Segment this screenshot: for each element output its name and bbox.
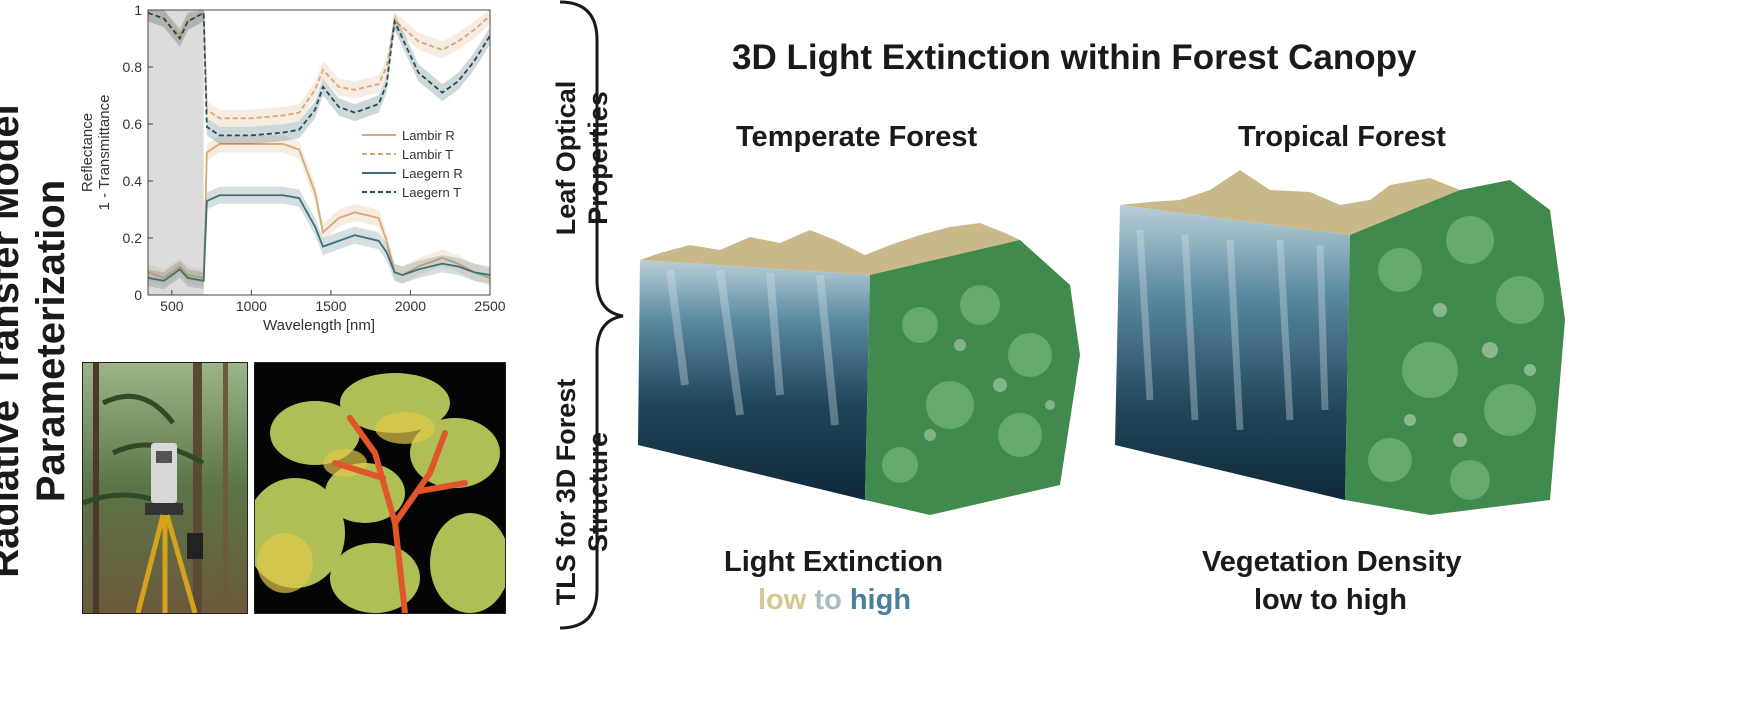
- tree-point-cloud-illustration: [255, 363, 505, 613]
- tls-point-cloud-tree: [254, 362, 506, 614]
- main-title-line-1: Radiative Transfer Model: [0, 104, 27, 578]
- light-extinction-title: Light Extinction: [724, 546, 944, 578]
- series-line-0: [147, 143, 491, 279]
- scale-to-word: to: [814, 584, 842, 616]
- legend-label-1: Lambir T: [402, 147, 453, 162]
- leaf-optical-properties-label: Leaf Optical Properties: [550, 48, 614, 268]
- plot-frame: [147, 9, 491, 296]
- tls-label-line-1: TLS for 3D Forest: [551, 378, 581, 606]
- tls-structure-label: TLS for 3D Forest Structure: [550, 342, 614, 642]
- vegetation-density-scale: low to high: [1254, 584, 1408, 616]
- tls-field-photo: [82, 362, 248, 614]
- grouping-brace: [559, 0, 624, 630]
- spectral-chart: 500 1000 1500 2000 2500 0 0.2 0.4 0.6 0.8 1 Wavelen…: [80, 2, 506, 334]
- scale-low-word: low: [758, 584, 807, 616]
- legend-label-2: Laegern R: [402, 166, 463, 181]
- temperate-canopy-top: [640, 223, 1020, 275]
- light-extinction-scale: low to high: [758, 584, 911, 617]
- y-tick-label-5: 1: [134, 2, 142, 18]
- series-line-3: [147, 11, 491, 137]
- y-tick-label-3: 0.6: [123, 116, 143, 132]
- x-tick-label-2: 1500: [315, 298, 346, 314]
- x-tick-label-0: 500: [160, 298, 184, 314]
- y-axis-label-line-1: 1 - Transmittance: [96, 95, 113, 211]
- leaf-label-line-2: Properties: [583, 91, 613, 225]
- temperate-forest-block: [638, 223, 1080, 515]
- diagram-title: 3D Light Extinction within Forest Canopy: [732, 38, 1417, 77]
- tls-label-line-2: Structure: [583, 431, 613, 553]
- tropical-light-extinction-face: [1115, 205, 1350, 500]
- forest-photo-illustration: [83, 363, 247, 613]
- y-axis-label-line-0: Reflectance: [80, 113, 96, 192]
- legend-label-3: Laegern T: [402, 185, 461, 200]
- tropical-forest-title: Tropical Forest: [1238, 121, 1446, 153]
- x-tick-label-1: 1000: [236, 298, 267, 314]
- y-tick-label-2: 0.4: [123, 173, 143, 189]
- y-tick-label-4: 0.8: [123, 59, 143, 75]
- temperate-light-extinction-face: [638, 260, 870, 500]
- tropical-canopy-top: [1120, 170, 1460, 235]
- temperate-forest-title: Temperate Forest: [736, 121, 978, 153]
- vegetation-density-title: Vegetation Density: [1202, 546, 1462, 578]
- y-tick-label-0: 0: [134, 287, 142, 303]
- x-tick-label-4: 2500: [474, 298, 505, 314]
- leaf-label-line-1: Leaf Optical: [551, 80, 581, 236]
- y-tick-label-1: 0.2: [123, 230, 143, 246]
- tropical-forest-block: [1115, 170, 1565, 515]
- main-title-line-2: Parameterization: [29, 179, 73, 503]
- series-line-2: [147, 194, 491, 282]
- x-axis-label: Wavelength [nm]: [263, 317, 375, 334]
- scale-high-word: high: [849, 584, 912, 616]
- legend-label-0: Lambir R: [402, 128, 455, 143]
- main-title: Radiative Transfer Model Parameterizatio…: [0, 51, 74, 631]
- x-tick-label-3: 2000: [395, 298, 426, 314]
- visible-range-shading: [148, 10, 204, 295]
